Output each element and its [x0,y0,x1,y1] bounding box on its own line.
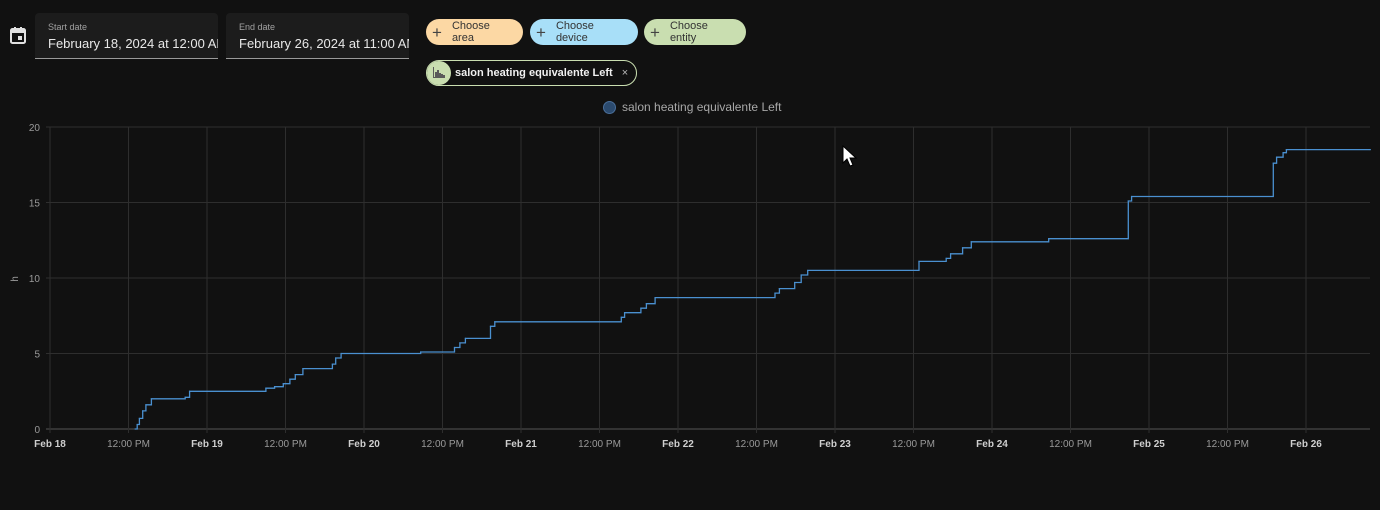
data-point [645,303,647,305]
data-point [150,398,152,400]
selected-entity-label: salon heating equivalente Left [455,67,613,79]
data-point [945,257,947,259]
data-point [1285,149,1287,151]
data-point [331,363,333,365]
x-tick-label: Feb 20 [348,439,380,450]
data-point [282,383,284,385]
x-tick-label: 12:00 PM [578,439,621,450]
plus-icon: + [650,22,660,42]
data-point [949,253,952,255]
x-tick-label: Feb 22 [662,439,694,450]
x-tick-label: Feb 21 [505,439,537,450]
data-point [654,297,656,299]
data-point [145,404,147,406]
x-tick-label: Feb 26 [1290,439,1322,450]
choose-device-button[interactable]: + Choose device [530,19,638,45]
data-point [459,342,461,344]
choose-device-label: Choose device [555,20,594,44]
data-point [620,316,622,318]
selected-entity-chip[interactable]: salon heating equivalente Left × [426,60,638,86]
data-point [1048,238,1050,240]
data-point [184,396,186,398]
data-point [453,346,456,349]
choose-entity-label: Choose entity [669,20,708,44]
x-tick-label: Feb 25 [1133,439,1165,450]
plus-icon: + [432,22,442,42]
data-point [489,325,492,327]
x-tick-label: 12:00 PM [107,439,150,450]
x-tick-label: Feb 19 [191,439,223,450]
chart-histogram-icon [427,61,451,85]
data-point [494,321,496,323]
data-point [778,287,780,290]
remove-entity-icon[interactable]: × [621,67,629,79]
data-point [302,368,304,370]
end-date-field[interactable]: End date February 26, 2024 at 11:00 AM [226,13,409,59]
x-tick-label: Feb 18 [34,439,66,450]
legend-label: salon heating equivalente Left [622,100,782,114]
data-point [188,390,191,392]
end-date-value: February 26, 2024 at 11:00 AM [239,36,409,51]
data-point [961,247,964,249]
y-tick-label: 0 [34,425,40,436]
x-tick-label: 12:00 PM [735,439,778,450]
data-point [970,241,972,243]
chart-legend-item[interactable]: salon heating equivalente Left [603,100,781,114]
x-tick-label: 12:00 PM [1049,439,1092,450]
y-axis-label: h [10,276,21,282]
y-tick-label: 5 [34,350,40,361]
data-point [294,374,296,376]
data-point [138,417,141,420]
data-point [136,423,138,426]
data-point [1127,200,1129,202]
choose-area-button[interactable]: + Choose area [426,19,523,45]
data-point [1369,149,1371,151]
data-point [800,274,802,276]
data-point [1272,162,1274,164]
data-point [774,292,776,294]
start-date-value: February 18, 2024 at 12:00 AM [48,36,218,51]
data-point [273,386,276,388]
data-point [794,281,796,284]
legend-swatch [603,100,616,114]
data-point [265,387,267,389]
y-tick-label: 10 [29,274,41,285]
data-point [807,269,809,272]
x-tick-label: 12:00 PM [421,439,464,450]
x-tick-label: Feb 24 [976,439,1008,450]
choose-area-label: Choose area [451,20,490,44]
data-point [420,351,422,353]
data-point [1275,156,1278,158]
end-date-label: End date [239,22,276,32]
start-date-field[interactable]: Start date February 18, 2024 at 12:00 AM [35,13,218,59]
data-point [142,410,144,412]
data-point [289,378,291,380]
calendar-icon[interactable] [10,27,26,44]
x-tick-label: 12:00 PM [264,439,307,450]
choose-entity-button[interactable]: + Choose entity [644,19,746,45]
data-point [464,337,466,339]
data-point [918,260,920,262]
data-point [640,307,642,309]
x-tick-label: 12:00 PM [1206,439,1249,450]
x-tick-label: Feb 23 [819,439,851,450]
start-date-label: Start date [48,22,88,32]
data-point [623,312,626,314]
series-line [135,148,1371,430]
y-tick-label: 15 [29,199,41,210]
plus-icon: + [536,22,546,42]
data-point [1130,195,1133,198]
data-point [340,352,342,355]
y-tick-label: 20 [29,123,41,134]
data-point [134,428,136,430]
cursor-icon [842,145,858,167]
data-point [1282,152,1284,154]
x-tick-label: 12:00 PM [892,439,935,450]
data-point [335,357,337,359]
